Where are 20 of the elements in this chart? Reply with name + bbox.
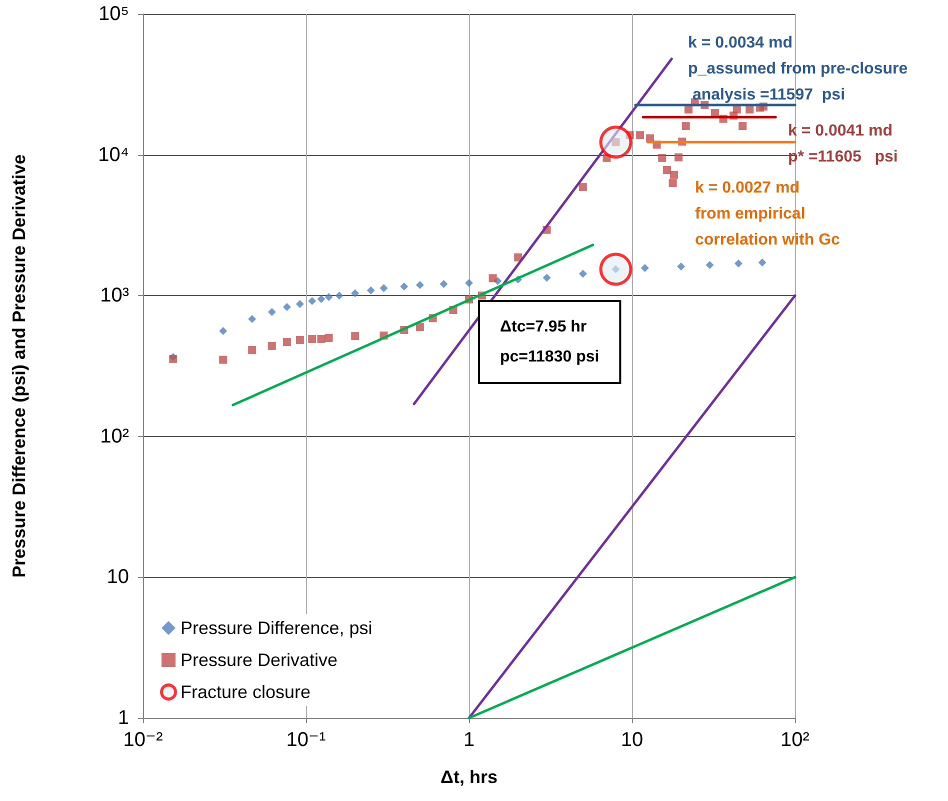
- y-tick-label: 10: [106, 566, 129, 588]
- legend-label: Pressure Derivative: [180, 650, 338, 670]
- x-tick-label: 10: [620, 729, 644, 751]
- y-tick-label: 10³: [100, 284, 130, 307]
- x-tick-label: 10⁻²: [123, 729, 164, 751]
- y-tick-label: 10⁵: [98, 3, 129, 25]
- y-tick-label: 1: [118, 707, 129, 729]
- y-tick-label: 10²: [100, 425, 130, 448]
- x-tick-label: 10⁻¹: [286, 729, 326, 751]
- annotation: k = 0.0034 md p_assumed from pre-closure analysis =11597 psi: [688, 34, 908, 104]
- x-tick-label: 1: [463, 729, 475, 751]
- annotation: k = 0.0027 md from empirical correlation with Gc: [695, 180, 840, 248]
- legend-label: Pressure Difference, psi: [180, 618, 372, 638]
- legend-label: Fracture closure: [180, 682, 311, 702]
- annotation: k = 0.0041 md p* =11605 psi: [788, 122, 898, 166]
- y-axis-title: Pressure Difference (psi) and Pressure Derivative: [9, 154, 29, 578]
- annotation: Δtc=7.95 hr pc=11830 psi: [500, 318, 600, 366]
- x-tick-label: 10²: [780, 729, 810, 751]
- x-axis-title: Δt, hrs: [440, 767, 498, 787]
- y-tick-label: 10⁴: [98, 144, 129, 166]
